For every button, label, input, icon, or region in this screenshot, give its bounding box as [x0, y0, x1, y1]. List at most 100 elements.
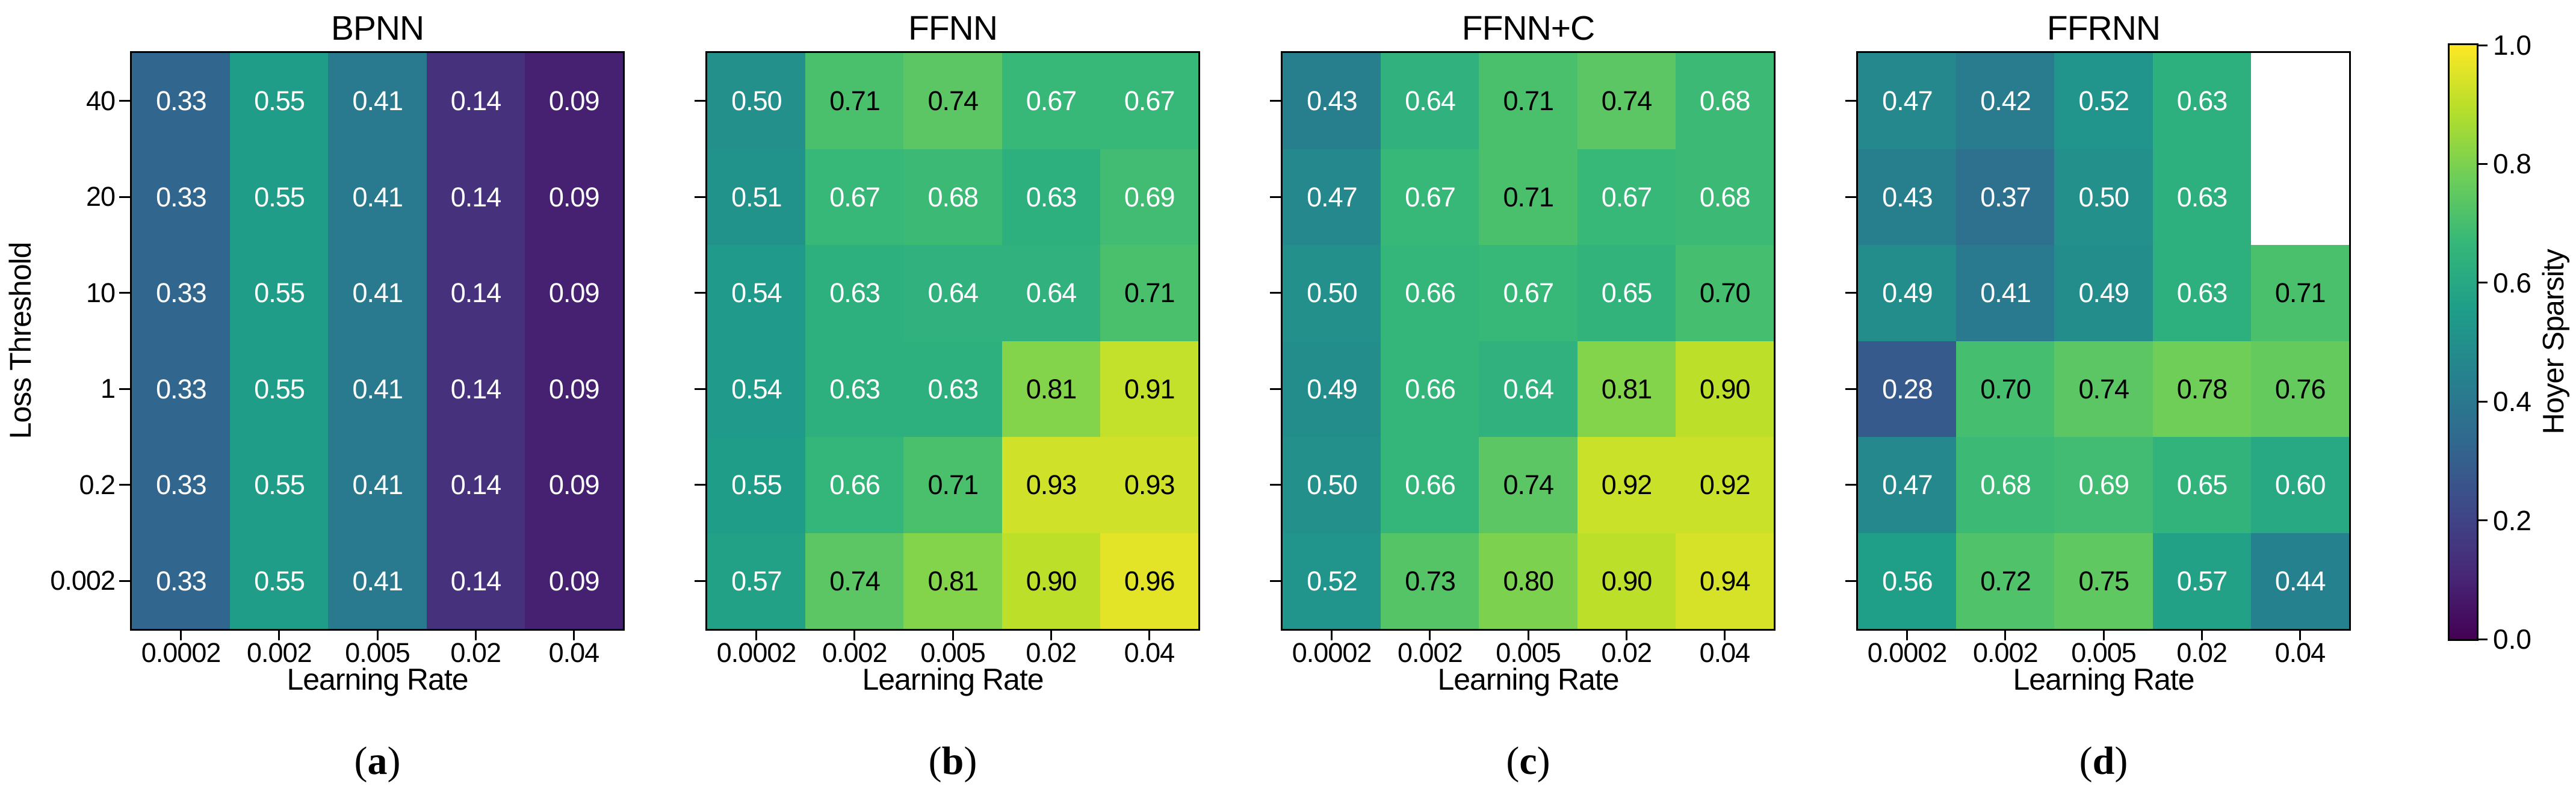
x-tick-label: 0.005: [1496, 637, 1561, 668]
panel-letter: (b): [928, 739, 977, 783]
y-tick-mark: [695, 484, 705, 486]
heatmap-cell: 0.64: [1381, 53, 1479, 150]
x-axis-label: Learning Rate: [2013, 663, 2194, 696]
heatmap-cell: 0.50: [1283, 245, 1381, 342]
heatmap-cell: 0.14: [426, 533, 525, 629]
heatmap-cell: 0.57: [2152, 533, 2252, 629]
y-tick-mark: [1845, 388, 1856, 390]
heatmap-cell: 0.33: [132, 533, 231, 629]
panel-title: BPNN: [330, 9, 424, 48]
x-tick-mark: [1625, 631, 1627, 640]
heatmap-cell: 0.50: [1283, 437, 1381, 534]
heatmap-cell: 0.81: [903, 533, 1003, 629]
x-tick-label: 0.0002: [141, 637, 221, 668]
x-tick-label: 0.04: [1699, 637, 1751, 668]
heatmap-cell: 0.41: [1956, 245, 2055, 342]
heatmap-cell: 0.33: [132, 53, 231, 150]
panel-d: FFRNN 0.47 0.42 0.52 0.63 0.43 0.37 0.50 0.63 0.…: [1845, 0, 2351, 798]
heatmap-cell: 0.90: [1675, 341, 1774, 438]
x-tick-label: 0.002: [822, 637, 888, 668]
heatmap-cell: 0.66: [1381, 341, 1479, 438]
heatmap-cell: 0.80: [1479, 533, 1578, 629]
heatmap-cell: 0.54: [707, 245, 806, 342]
y-tick-label: 0.2: [79, 469, 116, 500]
y-tick-mark: [1845, 100, 1856, 102]
colorbar-tick-label: 0.2: [2493, 504, 2531, 536]
heatmap-cell: 0.63: [2152, 149, 2252, 246]
y-tick-mark: [119, 292, 130, 294]
y-tick-mark: [1270, 292, 1281, 294]
heatmap-cell: 0.47: [1858, 437, 1957, 534]
x-tick-label: 0.02: [1601, 637, 1652, 668]
heatmap-cell: 0.68: [903, 149, 1003, 246]
x-tick-mark: [1723, 631, 1726, 640]
y-tick-mark: [119, 100, 130, 102]
heatmap-cell: 0.41: [328, 149, 427, 246]
heatmap-cell: 0.41: [328, 245, 427, 342]
colorbar-tick-mark: [2477, 638, 2488, 640]
heatmap-cell: 0.93: [1100, 437, 1198, 534]
x-tick-mark: [1050, 631, 1052, 640]
heatmap-cell: 0.54: [707, 341, 806, 438]
x-tick-mark: [2299, 631, 2301, 640]
y-tick-mark: [119, 388, 130, 390]
heatmap-cell: 0.14: [426, 341, 525, 438]
y-axis-label: Loss Threshold: [4, 242, 37, 439]
heatmap-cell: 0.67: [1002, 53, 1101, 150]
heatmap-cell: 0.55: [230, 245, 329, 342]
heatmap-cell: 0.63: [1002, 149, 1101, 246]
heatmap-cell: 0.64: [903, 245, 1003, 342]
heatmap-cell: 0.41: [328, 533, 427, 629]
heatmap-cell: 0.43: [1858, 149, 1957, 246]
heatmap-cell: 0.70: [1956, 341, 2055, 438]
heatmap-cell: 0.90: [1577, 533, 1676, 629]
x-tick-mark: [180, 631, 182, 640]
heatmap-cell: 0.47: [1283, 149, 1381, 246]
heatmap-cell: 0.65: [2152, 437, 2252, 534]
heatmap-cell: 0.14: [426, 245, 525, 342]
heatmap-cell: 0.41: [328, 437, 427, 534]
x-tick-label: 0.002: [246, 637, 312, 668]
y-tick-label: 0.002: [50, 565, 116, 596]
heatmap-cell: 0.50: [707, 53, 806, 150]
x-tick-label: 0.04: [1124, 637, 1175, 668]
heatmap-cell: 0.55: [230, 341, 329, 438]
x-tick-label: 0.0002: [1867, 637, 1948, 668]
heatmap-cell: 0.33: [132, 437, 231, 534]
heatmap-cell: 0.41: [328, 53, 427, 150]
heatmap-cell: 0.67: [805, 149, 904, 246]
y-tick-mark: [1270, 100, 1281, 102]
heatmap-cell: 0.44: [2250, 533, 2349, 629]
colorbar-tick-mark: [2477, 162, 2488, 165]
heatmap-cell: 0.96: [1100, 533, 1198, 629]
heatmap-cell: 0.50: [2054, 149, 2153, 246]
heatmap-cell: 0.09: [524, 341, 623, 438]
heatmap-cell: 0.28: [1858, 341, 1957, 438]
y-tick-mark: [695, 100, 705, 102]
heatmap-plot: 0.43 0.64 0.71 0.74 0.68 0.47 0.67 0.71 0.67 0.68…: [1281, 51, 1776, 631]
heatmap-cell: 0.55: [230, 533, 329, 629]
heatmap-cell: 0.52: [1283, 533, 1381, 629]
colorbar-tick-label: 0.8: [2493, 148, 2531, 180]
heatmap-cell: 0.63: [2152, 245, 2252, 342]
y-tick-mark: [119, 196, 130, 198]
x-tick-label: 0.002: [1972, 637, 2039, 668]
x-tick-label: 0.0002: [716, 637, 797, 668]
heatmap-cell: 0.09: [524, 149, 623, 246]
heatmap-cell: 0.64: [1002, 245, 1101, 342]
panel-letter: (c): [1506, 739, 1550, 783]
x-tick-mark: [2004, 631, 2007, 640]
heatmap-cell: 0.42: [1956, 53, 2055, 150]
x-tick-mark: [278, 631, 280, 640]
x-tick-label: 0.005: [345, 637, 410, 668]
panel-c: FFNN+C 0.43 0.64 0.71 0.74 0.68 0.47 0.67 0.71 0…: [1270, 0, 1776, 798]
heatmap-cell: 0.81: [1577, 341, 1676, 438]
heatmap-cell: 0.64: [1479, 341, 1578, 438]
heatmap-cell: 0.43: [1283, 53, 1381, 150]
y-tick-mark: [119, 580, 130, 582]
panel-title: FFRNN: [2046, 9, 2161, 48]
y-tick-mark: [1270, 580, 1281, 582]
heatmap-cell: 0.71: [1479, 149, 1578, 246]
heatmap-plot: 0.47 0.42 0.52 0.63 0.43 0.37 0.50 0.63 0.49 0.41…: [1856, 51, 2351, 631]
panel-a: BPNN 0.33 0.55 0.41 0.14 0.09 0.33 0.55 0.41 0.1…: [50, 0, 625, 798]
